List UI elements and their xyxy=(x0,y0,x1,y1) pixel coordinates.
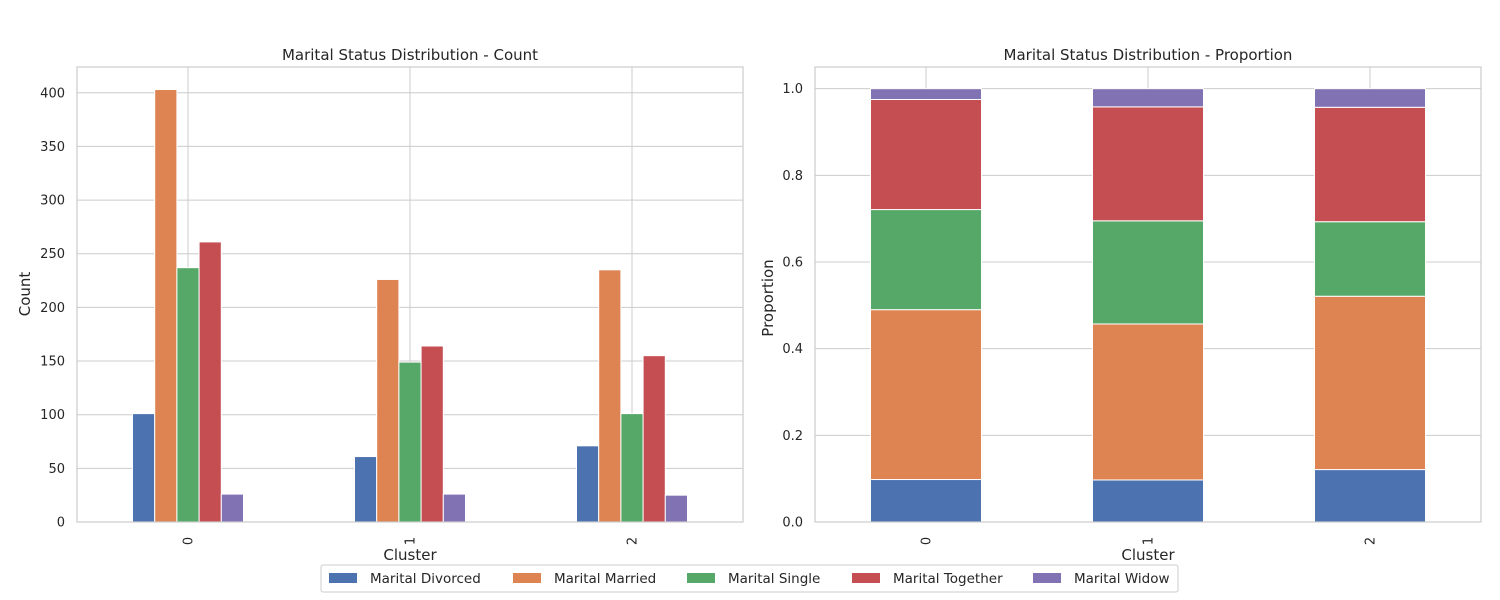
legend-swatch xyxy=(513,573,541,583)
count-bar xyxy=(642,355,666,523)
proportion-bar-segment xyxy=(1092,323,1204,481)
count-ytick-label: 350 xyxy=(40,140,65,155)
proportion-bar-segment xyxy=(870,479,982,523)
legend-item-label: Marital Single xyxy=(728,571,820,587)
count-bar xyxy=(576,445,600,523)
legend-item-label: Marital Divorced xyxy=(370,571,481,587)
proportion-ytick-label: 0.0 xyxy=(782,516,803,531)
proportion-xtick-label: 2 xyxy=(1364,537,1379,545)
proportion-bar-segment xyxy=(870,99,982,211)
proportion-bar-segment xyxy=(1092,479,1204,523)
proportion-bar-segment xyxy=(870,88,982,100)
count-bar xyxy=(398,361,422,523)
count-bar xyxy=(132,413,156,523)
count-bar xyxy=(664,494,688,523)
proportion-bar-segment xyxy=(1092,220,1204,325)
proportion-bar-segment xyxy=(870,209,982,311)
count-bar xyxy=(220,493,245,523)
proportion-chart-ylabel: Proportion xyxy=(759,259,777,336)
count-bar xyxy=(598,269,622,523)
count-chart: Marital Status Distribution - Count Clus… xyxy=(16,46,744,564)
count-chart-xlabel: Cluster xyxy=(383,546,437,564)
count-ytick-label: 250 xyxy=(40,247,65,262)
count-bar xyxy=(198,241,222,523)
proportion-chart-ticks: 0.0 0.2 0.4 0.6 0.8 1.0 0 1 2 xyxy=(782,82,1378,545)
proportion-ytick-label: 0.8 xyxy=(782,169,803,184)
proportion-chart: Marital Status Distribution - Proportion… xyxy=(759,46,1482,564)
legend-item-label: Marital Married xyxy=(554,571,656,587)
legend-swatch xyxy=(1033,573,1061,583)
count-ytick-label: 300 xyxy=(40,194,65,209)
count-ytick-label: 50 xyxy=(48,462,65,477)
proportion-bar-segment xyxy=(1314,469,1426,523)
count-chart-bars xyxy=(132,89,688,523)
proportion-xtick-label: 1 xyxy=(1142,537,1157,545)
proportion-ytick-label: 1.0 xyxy=(782,82,803,97)
count-xtick-label: 1 xyxy=(404,537,419,545)
proportion-bar-segment xyxy=(1092,88,1204,108)
proportion-chart-bars xyxy=(870,88,1426,523)
proportion-ytick-label: 0.6 xyxy=(782,256,803,271)
count-xtick-label: 2 xyxy=(626,537,641,545)
legend-frame xyxy=(320,564,1179,593)
count-bar xyxy=(376,278,400,523)
proportion-bar-segment xyxy=(1314,221,1426,297)
proportion-ytick-label: 0.4 xyxy=(782,342,803,357)
legend-swatch xyxy=(329,573,357,583)
count-bar xyxy=(442,493,466,523)
legend: Marital Divorced Marital Married Marital S… xyxy=(320,564,1179,593)
legend-item-label: Marital Together xyxy=(893,571,1003,587)
count-ytick-label: 100 xyxy=(40,408,65,423)
legend-item-label: Marital Widow xyxy=(1074,571,1170,587)
proportion-chart-xlabel: Cluster xyxy=(1121,546,1175,564)
proportion-ytick-label: 0.2 xyxy=(782,429,803,444)
count-chart-ticks: 0 50 100 150 200 250 300 350 400 0 1 2 xyxy=(40,86,640,545)
count-xtick-label: 0 xyxy=(182,537,197,545)
proportion-bar-segment xyxy=(1314,295,1426,471)
count-bar xyxy=(354,456,378,523)
proportion-bar-segment xyxy=(1314,88,1426,108)
count-bar xyxy=(154,89,178,523)
legend-swatch xyxy=(687,573,715,583)
count-ytick-label: 150 xyxy=(40,355,65,370)
count-bar xyxy=(420,345,444,523)
count-chart-ylabel: Count xyxy=(16,272,34,317)
proportion-bar-segment xyxy=(1092,106,1204,222)
count-ytick-label: 200 xyxy=(40,301,65,316)
count-ytick-label: 0 xyxy=(57,516,65,531)
proportion-chart-frame xyxy=(814,66,1482,523)
count-ytick-label: 400 xyxy=(40,86,65,101)
count-chart-title: Marital Status Distribution - Count xyxy=(282,46,538,64)
proportion-bar-segment xyxy=(1314,106,1426,223)
proportion-chart-title: Marital Status Distribution - Proportion xyxy=(1004,46,1293,64)
count-bar xyxy=(620,413,644,523)
proportion-xtick-label: 0 xyxy=(920,537,935,545)
count-bar xyxy=(176,267,200,523)
legend-swatch xyxy=(852,573,880,583)
proportion-bar-segment xyxy=(870,309,982,481)
count-chart-frame xyxy=(76,66,744,523)
